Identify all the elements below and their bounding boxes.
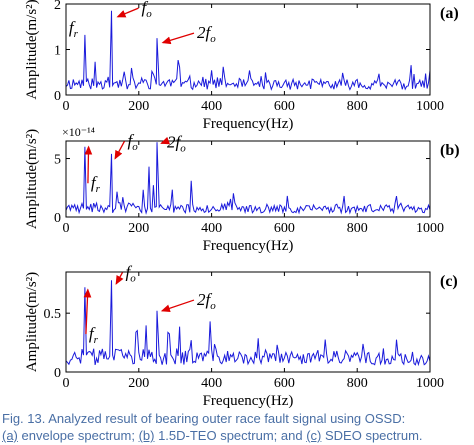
annotation-main: f <box>91 173 98 192</box>
figure-caption: Fig. 13. Analyzed result of bearing oute… <box>2 410 474 444</box>
caption-ref-b[interactable]: (b) <box>138 428 155 443</box>
x-axis-label: Frequency(Hz) <box>203 238 294 254</box>
y-tick-label: 0 <box>54 89 61 104</box>
chart-panel-b: 0 200 400 600 800 1000 0 5 Frequency(Hz) Amplitud… <box>24 125 460 254</box>
annotation-subscript: o <box>210 33 216 45</box>
annotation-arrow <box>114 140 126 160</box>
x-axis-label: Frequency(Hz) <box>203 393 294 409</box>
annotation-arrow <box>160 299 195 313</box>
annotation-label: fo <box>128 131 139 153</box>
annotation-arrow <box>160 136 171 145</box>
spectrum-line <box>65 280 431 367</box>
caption-text-a: envelope spectrum; <box>17 428 139 443</box>
x-tick-label: 0 <box>63 376 70 391</box>
y-axis-label: Amplitude(m/s²) <box>24 0 40 100</box>
x-tick-label: 400 <box>201 376 222 391</box>
annotation-subscript: o <box>132 141 138 153</box>
annotation-subscript: o <box>130 272 136 284</box>
annotation-main: f <box>142 0 149 17</box>
y-tick-label: 0 <box>54 366 61 381</box>
x-tick-label: 600 <box>274 99 295 114</box>
x-tick-label: 600 <box>274 376 295 391</box>
spectrum-line <box>65 10 431 91</box>
annotation-label: 2fo <box>197 23 216 45</box>
annotation-main: 2f <box>197 290 213 309</box>
chart-panel-c: 0 200 400 600 800 1000 0 0.5 Frequency(Hz) Amplit… <box>24 262 458 409</box>
annotation-subscript: r <box>96 183 101 195</box>
chart-panel-a: 0 200 400 600 800 1000 0 1 2 Frequency(Hz) Amplitu… <box>24 0 459 132</box>
annotation-label: fr <box>89 324 99 346</box>
x-tick-label: 200 <box>128 99 149 114</box>
y-tick-label: 0.5 <box>44 307 62 322</box>
annotation-main: f <box>128 131 135 150</box>
panel-label: (a) <box>440 5 459 22</box>
annotation-label: fr <box>69 18 79 40</box>
caption-line-1: Fig. 13. Analyzed result of bearing oute… <box>2 411 406 426</box>
x-tick-label: 400 <box>201 99 222 114</box>
x-tick-label: 0 <box>63 99 70 114</box>
annotation-label: 2fo <box>167 132 186 154</box>
caption-ref-a[interactable]: (a) <box>2 428 18 443</box>
annotation-arrow <box>116 7 139 18</box>
x-tick-label: 600 <box>274 221 295 236</box>
axes-frame <box>65 271 431 373</box>
y-tick-label: 0 <box>54 211 61 226</box>
annotation-label: fo <box>126 262 137 284</box>
x-tick-label: 200 <box>128 221 149 236</box>
y-tick-label: 1 <box>54 44 61 59</box>
x-tick-label: 200 <box>128 376 149 391</box>
x-axis-label: Frequency(Hz) <box>203 116 294 132</box>
annotation-arrow <box>83 288 92 335</box>
figure: 0 200 400 600 800 1000 0 1 2 Frequency(Hz) Amplitu… <box>24 0 460 409</box>
annotation-subscript: o <box>180 142 186 154</box>
annotation-main: 2f <box>167 132 183 151</box>
x-tick-label: 1000 <box>416 99 444 114</box>
y-tick-label: 5 <box>54 153 61 168</box>
annotation-subscript: r <box>74 28 79 40</box>
x-tick-label: 0 <box>63 221 70 236</box>
annotation-label: fo <box>142 0 153 20</box>
annotation-main: f <box>126 262 133 281</box>
caption-line-2: (a) envelope spectrum; (b) 1.5D-TEO spec… <box>2 427 474 444</box>
annotation-main: f <box>89 324 96 343</box>
x-tick-label: 400 <box>201 221 222 236</box>
y-exponent-label: ×10⁻¹⁴ <box>62 125 95 139</box>
x-tick-label: 800 <box>347 99 368 114</box>
annotation-arrow <box>84 145 93 184</box>
spectrum-line <box>65 142 431 215</box>
x-tick-label: 1000 <box>416 376 444 391</box>
y-tick-label: 2 <box>54 0 61 13</box>
annotation-subscript: r <box>94 334 99 346</box>
annotation-arrow <box>161 32 195 45</box>
caption-text-b: 1.5D-TEO spectrum; and <box>154 428 307 443</box>
x-tick-label: 800 <box>347 376 368 391</box>
annotation-subscript: o <box>146 8 152 20</box>
caption-text-c: SDEO spectrum. <box>321 428 423 443</box>
panel-label: (b) <box>440 142 460 159</box>
x-tick-label: 800 <box>347 221 368 236</box>
y-axis-label: Amplitude(m/s²) <box>24 129 40 229</box>
annotation-subscript: o <box>210 300 216 312</box>
annotation-arrow <box>115 272 124 285</box>
caption-ref-c[interactable]: (c) <box>306 428 322 443</box>
panel-label: (c) <box>440 273 458 290</box>
x-tick-label: 1000 <box>416 221 444 236</box>
annotation-label: fr <box>91 173 101 195</box>
annotation-label: 2fo <box>197 290 216 312</box>
y-axis-label: Amplitude(m/s²) <box>24 272 40 372</box>
axes-frame <box>65 140 431 218</box>
annotation-main: f <box>69 18 76 37</box>
annotation-main: 2f <box>197 23 213 42</box>
